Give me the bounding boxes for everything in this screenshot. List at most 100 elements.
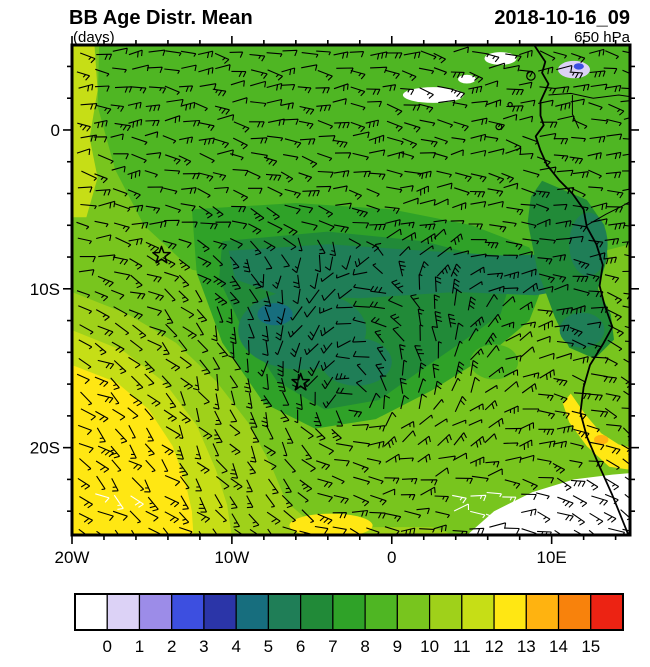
- wind-barb: [195, 407, 200, 423]
- wind-barb: [144, 443, 155, 457]
- wind-barb: [454, 340, 463, 357]
- wind-barb: [522, 282, 539, 294]
- wind-barb: [368, 392, 381, 409]
- wind-barb: [127, 407, 139, 420]
- wind-barb: [332, 98, 347, 105]
- wind-barb: [128, 49, 143, 58]
- wind-barb: [536, 218, 551, 227]
- wind-barb: [453, 250, 470, 256]
- wind-barb: [145, 119, 160, 127]
- wind-barb: [97, 510, 114, 521]
- wind-barb: [504, 527, 520, 535]
- colorbar-cell: [74, 593, 108, 631]
- wind-barb: [197, 50, 214, 59]
- wind-barb: [283, 237, 297, 251]
- wind-barb: [486, 99, 502, 108]
- wind-barb: [521, 493, 537, 501]
- wind-barb: [520, 454, 535, 462]
- wind-barb: [571, 339, 587, 350]
- wind-barb: [403, 104, 421, 111]
- wind-barb: [130, 495, 144, 508]
- wind-barb: [605, 478, 620, 491]
- wind-barb: [197, 339, 209, 354]
- wind-barb: [451, 377, 461, 392]
- wind-barb: [112, 256, 129, 266]
- wind-barb: [519, 69, 534, 77]
- wind-barb: [485, 255, 500, 260]
- wind-barb: [419, 119, 436, 127]
- wind-barb: [569, 156, 584, 165]
- wind-barb: [76, 290, 91, 299]
- wind-barb: [418, 67, 435, 75]
- colorbar-cell: [138, 593, 173, 631]
- wind-barb: [504, 510, 520, 521]
- wind-barb: [401, 478, 418, 485]
- wind-barb: [281, 84, 296, 91]
- wind-barb: [606, 133, 623, 140]
- wind-barb: [588, 393, 603, 401]
- wind-barb: [555, 237, 573, 245]
- wind-barb: [95, 460, 110, 473]
- wind-barb: [433, 228, 447, 239]
- wind-barb: [470, 348, 484, 361]
- wind-barb: [315, 428, 326, 441]
- wind-barb: [589, 135, 606, 143]
- wind-barb: [282, 391, 290, 406]
- wind-barb: [502, 221, 517, 227]
- wind-barb: [76, 221, 90, 230]
- wind-barb: [604, 356, 618, 367]
- wind-barb: [321, 376, 334, 390]
- wind-barb: [295, 394, 303, 411]
- wind-barb: [484, 241, 499, 249]
- wind-barb: [419, 414, 433, 426]
- wind-barb: [181, 221, 198, 228]
- wind-barb: [520, 99, 536, 107]
- wind-barb: [297, 86, 312, 94]
- wind-barb: [488, 172, 505, 184]
- wind-barb: [195, 102, 208, 112]
- wind-barb: [249, 240, 262, 256]
- wind-barb: [386, 103, 403, 116]
- wind-barb: [454, 187, 470, 196]
- wind-barb: [538, 428, 555, 436]
- wind-barb: [265, 494, 276, 508]
- wind-barb: [502, 296, 516, 307]
- wind-barb: [164, 68, 180, 74]
- wind-barb: [247, 170, 261, 180]
- wind-barb: [538, 285, 554, 293]
- wind-barb: [301, 509, 315, 524]
- wind-barb: [78, 442, 94, 454]
- wind-barb: [333, 494, 349, 505]
- map-field: [72, 45, 630, 535]
- wind-barb: [283, 154, 299, 161]
- wind-barb: [485, 513, 500, 524]
- wind-barb: [192, 376, 200, 391]
- wind-barb: [469, 403, 484, 412]
- wind-barb: [400, 221, 415, 229]
- wind-barb: [148, 49, 166, 56]
- wind-barb: [129, 444, 137, 459]
- wind-barb: [246, 479, 253, 493]
- wind-barb: [622, 138, 630, 140]
- wind-barb: [231, 205, 247, 213]
- wind-barb: [402, 137, 418, 149]
- wind-barb: [299, 530, 314, 535]
- wind-barb: [198, 137, 215, 146]
- wind-barb: [469, 281, 483, 290]
- wind-barb: [434, 198, 449, 206]
- wind-barb: [95, 410, 109, 423]
- wind-barb: [432, 363, 440, 379]
- wind-barb: [96, 234, 112, 241]
- wind-barb: [437, 119, 453, 128]
- colorbar-cell: [428, 593, 463, 631]
- plot-title: BB Age Distr. Mean: [69, 7, 253, 29]
- wind-barb: [317, 513, 333, 525]
- wind-barb: [536, 190, 550, 198]
- wind-barb: [352, 221, 370, 229]
- wind-barb: [553, 51, 568, 59]
- wind-barb: [335, 304, 353, 309]
- wind-barb: [404, 510, 422, 519]
- wind-barb: [214, 52, 230, 64]
- wind-barb: [245, 340, 250, 356]
- wind-barb: [399, 185, 414, 192]
